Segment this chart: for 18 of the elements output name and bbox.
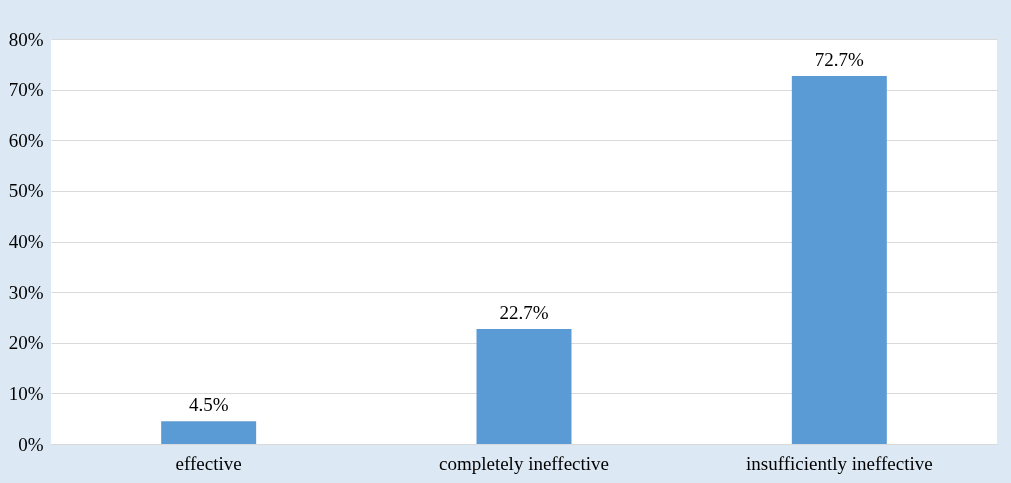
y-tick-label: 70% — [8, 79, 44, 101]
data-label: 22.7% — [499, 302, 549, 324]
y-tick-label: 50% — [8, 180, 44, 202]
x-tick-label: completely ineffective — [438, 452, 610, 474]
data-label: 72.7% — [814, 48, 865, 70]
y-tick-label: 10% — [8, 382, 44, 404]
y-tick-label: 40% — [8, 231, 44, 252]
bar — [476, 329, 572, 444]
y-tick-label: 80% — [8, 28, 44, 50]
y-tick-label: 60% — [8, 129, 44, 151]
y-tick-label: 20% — [8, 332, 44, 354]
y-tick-label: 30% — [8, 281, 44, 303]
data-label: 4.5% — [188, 394, 229, 416]
bar — [791, 75, 887, 444]
x-tick-label: effective — [175, 452, 242, 474]
y-tick-label: 0% — [18, 433, 44, 455]
x-tick-label: insufficiently ineffective — [746, 452, 933, 474]
bar — [161, 421, 257, 444]
